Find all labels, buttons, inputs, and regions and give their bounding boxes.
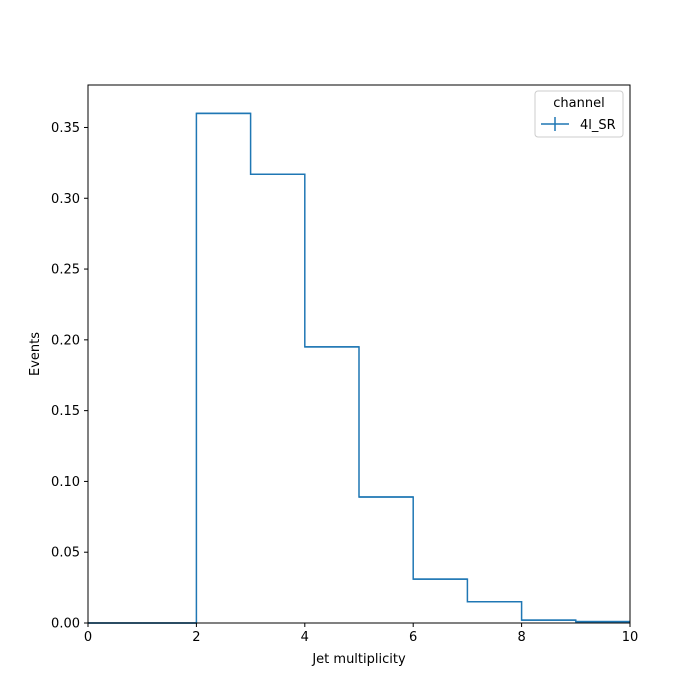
- y-tick-label: 0.10: [51, 475, 80, 490]
- x-tick-label: 4: [301, 630, 309, 645]
- x-tick-label: 8: [517, 630, 525, 645]
- legend-title: channel: [553, 96, 604, 111]
- x-tick-label: 2: [192, 630, 200, 645]
- legend-entry-label: 4l_SR: [580, 118, 616, 133]
- y-tick-label: 0.35: [51, 121, 80, 136]
- axes-frame: [87, 84, 631, 624]
- y-tick-label: 0.25: [51, 263, 80, 278]
- x-tick-label: 0: [84, 630, 92, 645]
- y-tick-label: 0.00: [51, 617, 80, 632]
- legend: channel 4l_SR: [534, 90, 624, 138]
- axes-ticks: 0 2 4 6 8 10 0.00 0.05 0.10 0.15 0.20 0.25 0.30 0.35: [51, 121, 638, 645]
- y-tick-label: 0.20: [51, 333, 80, 348]
- y-tick-label: 0.05: [51, 546, 80, 561]
- legend-box: [534, 90, 624, 138]
- x-tick-label: 6: [409, 630, 417, 645]
- y-tick-label: 0.15: [51, 404, 80, 419]
- x-tick-label: 10: [622, 630, 639, 645]
- x-axis-label: Jet multiplicity: [311, 652, 406, 667]
- y-axis-label: Events: [28, 332, 43, 376]
- y-tick-label: 0.30: [51, 192, 80, 207]
